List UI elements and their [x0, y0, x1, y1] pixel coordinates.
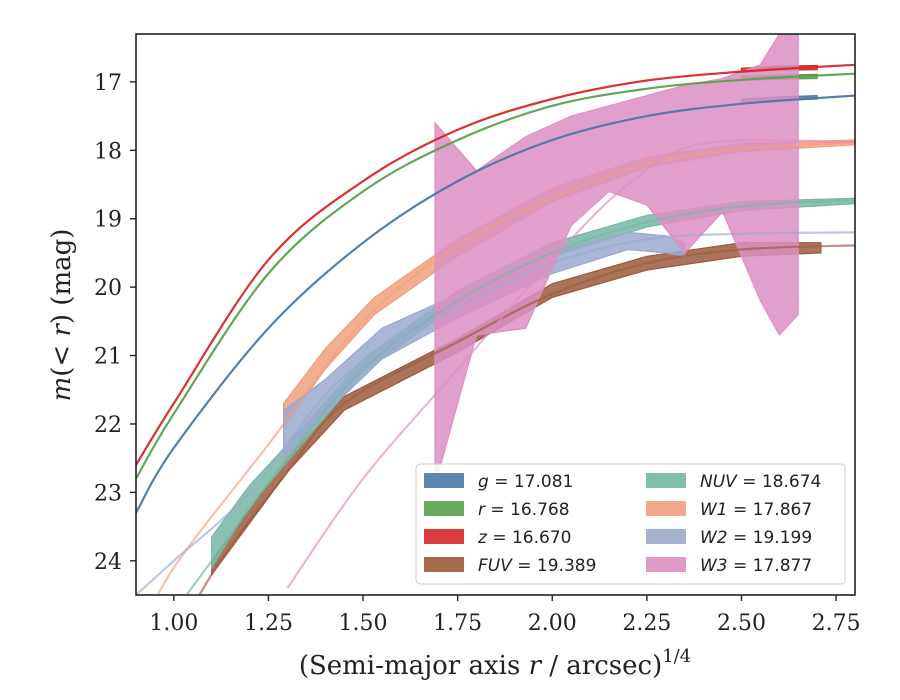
legend-label-z: z = 16.670	[477, 528, 571, 548]
legend-label-w3: W3 = 17.877	[700, 556, 812, 576]
x-tick-label: 2.50	[717, 611, 766, 636]
model-line-w1	[156, 141, 855, 595]
x-axis-ticks: 1.00 1.25 1.50 1.75 2.00 2.25 2.50 2.75	[149, 595, 861, 636]
legend-label-fuv: FUV = 19.389	[478, 556, 596, 576]
x-tick-label: 2.00	[528, 611, 577, 636]
y-tick-label: 23	[94, 481, 122, 506]
y-axis-ticks: 17 18 19 20 21 22 23 24	[94, 71, 136, 575]
y-tick-label: 17	[94, 71, 122, 96]
legend-swatch-fuv	[424, 557, 464, 572]
y-tick-label: 18	[94, 139, 122, 164]
legend-label-r: r = 16.768	[478, 500, 570, 520]
legend-swatch-w1	[646, 501, 686, 516]
x-tick-label: 1.50	[339, 611, 388, 636]
legend-swatch-w3	[646, 557, 686, 572]
legend-swatch-g	[424, 473, 464, 488]
y-tick-label: 20	[94, 276, 122, 301]
model-curves	[136, 63, 855, 595]
legend-label-w2: W2 = 19.199	[700, 528, 812, 548]
model-line-nuv	[185, 198, 855, 595]
legend-box	[415, 463, 846, 585]
y-tick-label: 21	[94, 345, 122, 370]
x-tick-label: 1.00	[149, 611, 198, 636]
y-tick-label: 22	[94, 413, 122, 438]
plot-frame	[135, 33, 856, 596]
model-line-g	[136, 94, 855, 514]
x-tick-label: 1.25	[244, 611, 293, 636]
x-tick-label: 2.25	[622, 611, 671, 636]
legend-label-w1: W1 = 17.867	[700, 500, 812, 520]
legend-swatch-r	[424, 501, 464, 516]
y-tick-label: 19	[94, 208, 122, 233]
x-axis-title: (Semi-major axis r / arcsec)1/4	[299, 646, 691, 681]
model-line-z	[136, 63, 855, 466]
y-tick-label: 24	[94, 550, 122, 575]
x-tick-label: 1.75	[433, 611, 482, 636]
model-line-r	[136, 72, 855, 480]
legend-swatch-z	[424, 529, 464, 544]
band-w1	[283, 139, 855, 430]
model-line-w2	[136, 231, 855, 595]
model-line-fuv	[198, 244, 855, 595]
legend: g = 17.081 r = 16.768 z = 16.670 FUV = 19.3…	[415, 463, 846, 585]
band-w3	[434, 34, 799, 486]
model-line-w3	[286, 138, 855, 589]
y-axis-title: m(< r) (mag)	[47, 229, 77, 402]
x-tick-label: 2.75	[812, 611, 861, 636]
legend-swatch-w2	[646, 529, 686, 544]
legend-label-g: g = 17.081	[478, 472, 573, 492]
legend-label-nuv: NUV = 18.674	[700, 472, 821, 492]
legend-swatch-nuv	[646, 473, 686, 488]
